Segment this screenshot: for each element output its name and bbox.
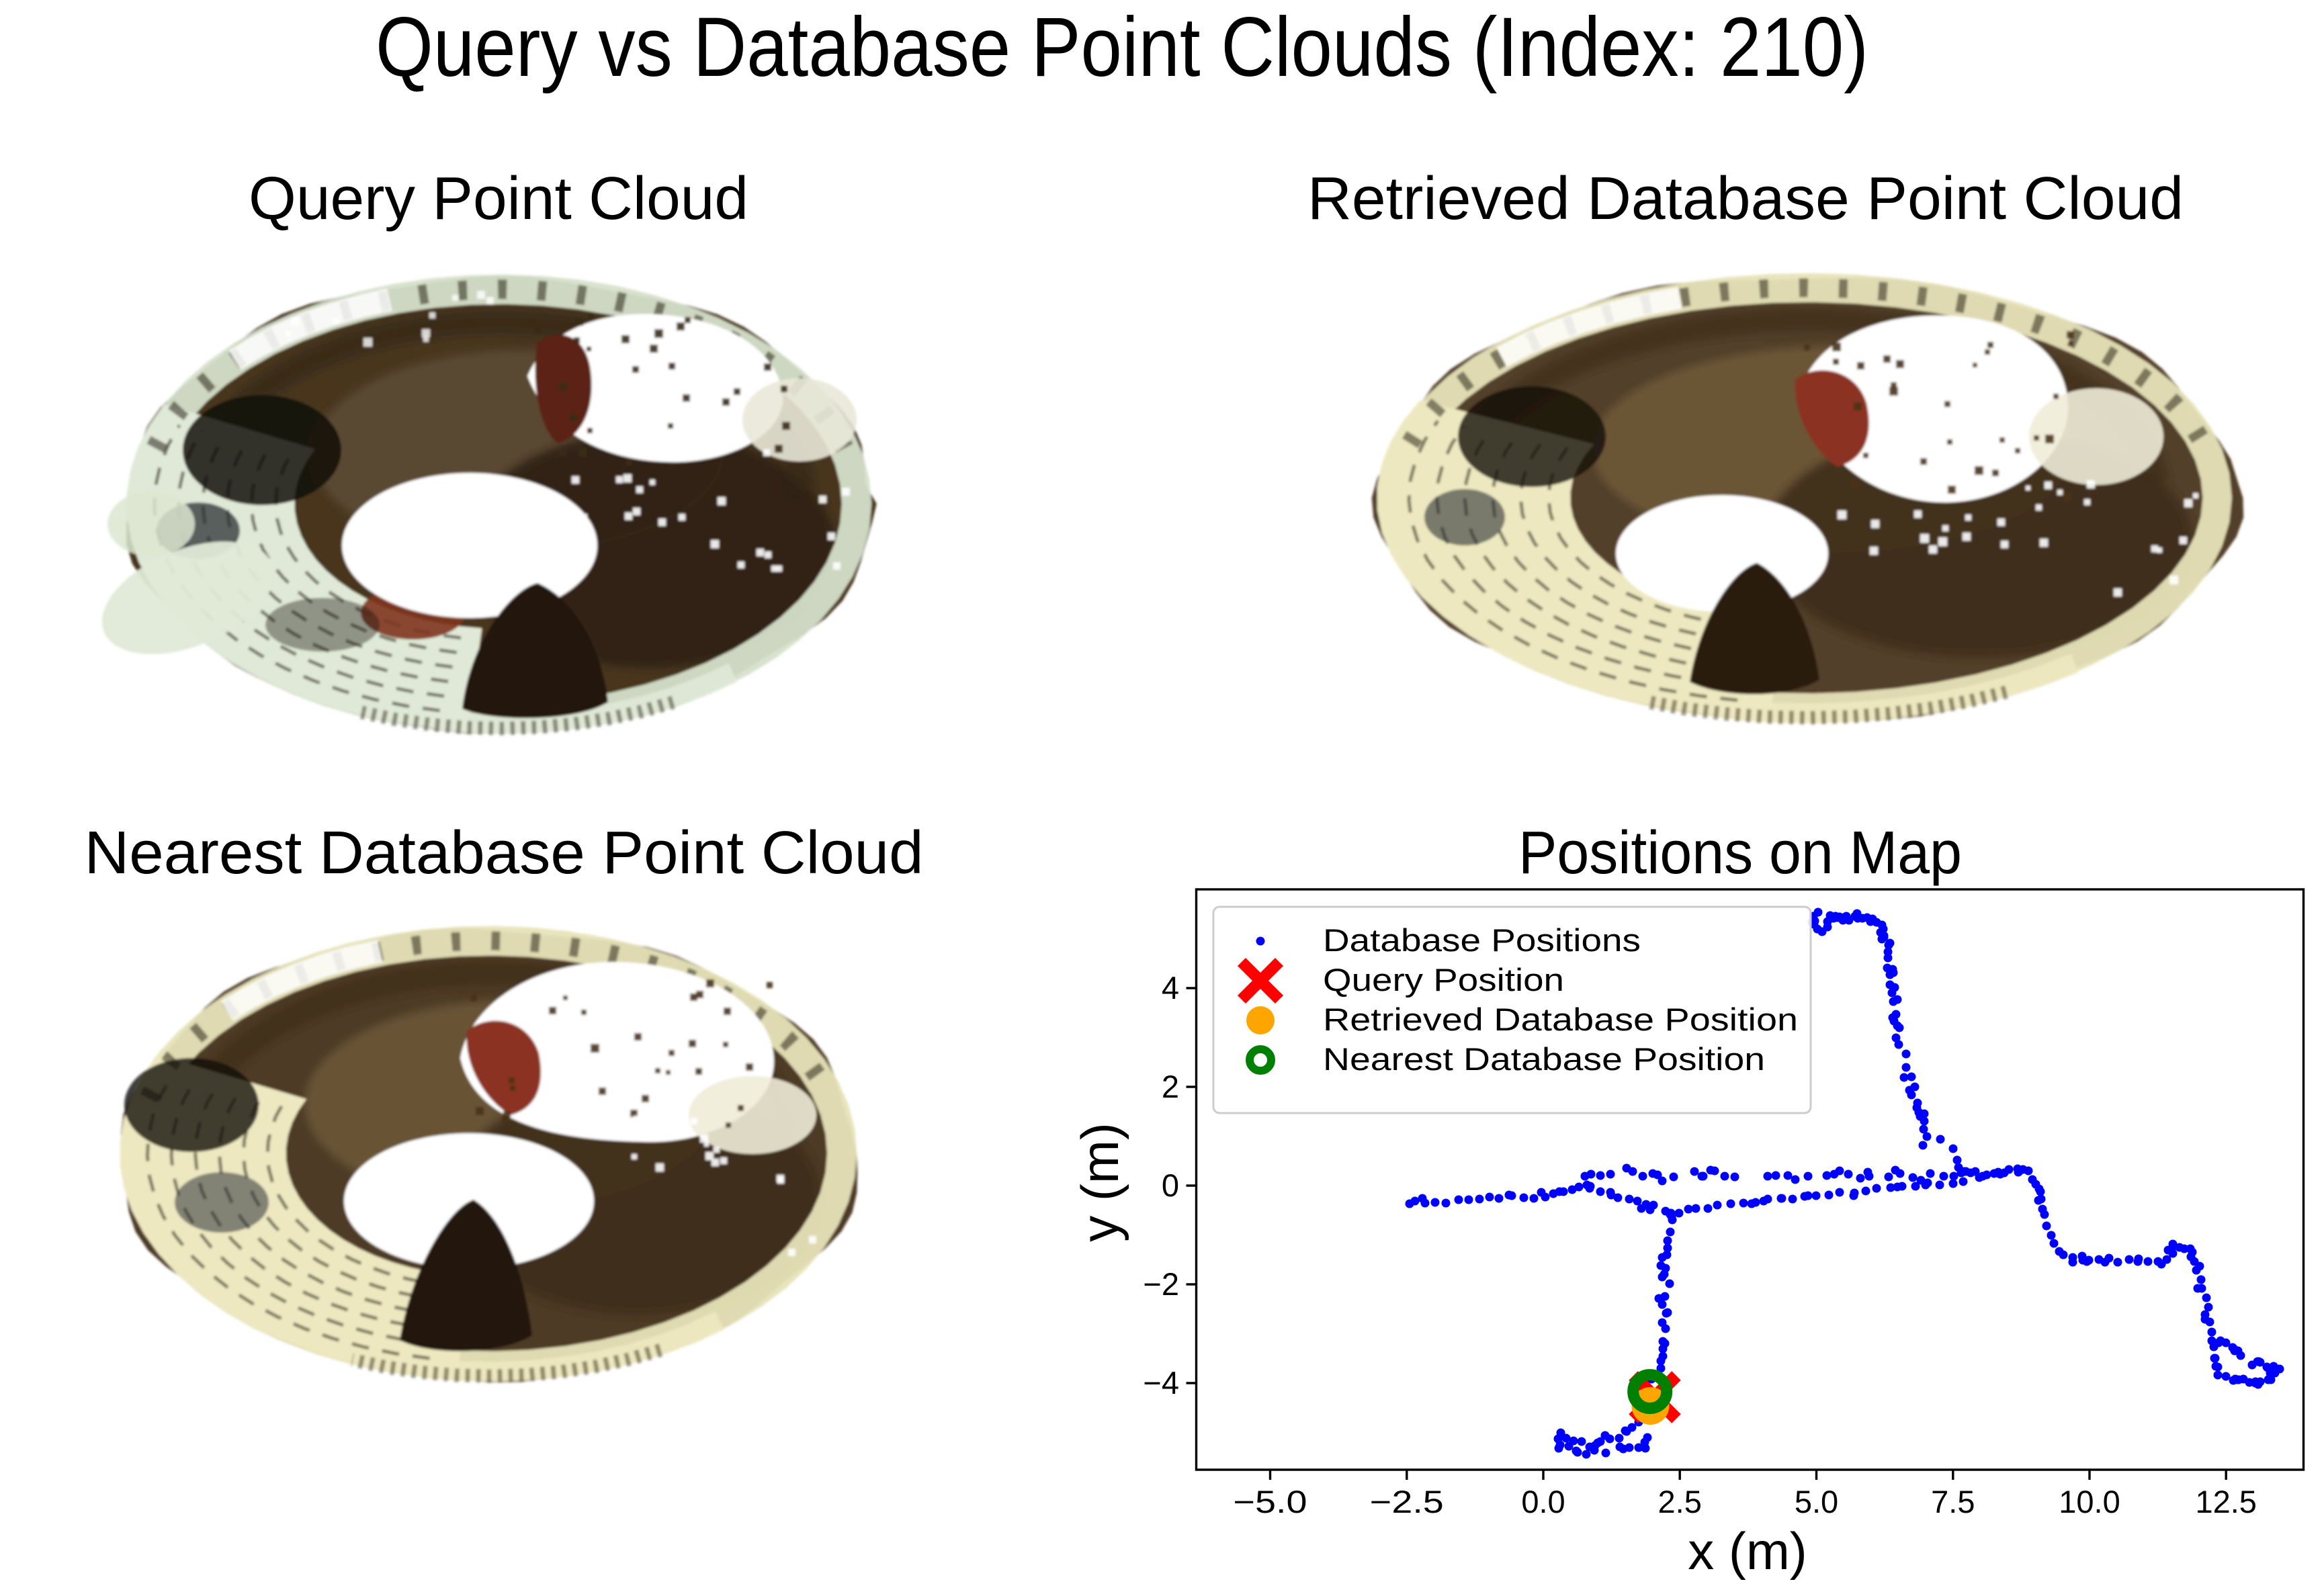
svg-text:Positions on Map: Positions on Map (1518, 820, 1962, 887)
svg-text:y (m): y (m) (1070, 1122, 1129, 1242)
svg-text:Retrieved Database Point Cloud: Retrieved Database Point Cloud (1307, 165, 2184, 232)
svg-text:Query vs Database Point Clouds: Query vs Database Point Clouds (Index: 2… (376, 1, 1868, 94)
svg-text:2.5: 2.5 (1658, 1484, 1702, 1519)
svg-text:12.5: 12.5 (2195, 1484, 2256, 1519)
svg-text:−4: −4 (1143, 1365, 1179, 1401)
svg-text:10.0: 10.0 (2059, 1484, 2120, 1519)
svg-text:x (m): x (m) (1688, 1521, 1807, 1581)
svg-text:Retrieved Database Position: Retrieved Database Position (1323, 1002, 1798, 1037)
svg-text:5.0: 5.0 (1795, 1484, 1838, 1519)
svg-text:Nearest Database Point Cloud: Nearest Database Point Cloud (85, 820, 924, 887)
svg-text:0: 0 (1162, 1167, 1179, 1203)
svg-text:−5.0: −5.0 (1234, 1484, 1307, 1519)
svg-text:7.5: 7.5 (1931, 1484, 1975, 1519)
svg-text:Nearest Database Position: Nearest Database Position (1323, 1041, 1765, 1077)
svg-text:Query Point Cloud: Query Point Cloud (249, 165, 748, 232)
svg-text:−2.5: −2.5 (1370, 1484, 1444, 1519)
svg-text:Query Position: Query Position (1323, 962, 1564, 998)
svg-text:Database Positions: Database Positions (1323, 922, 1641, 958)
svg-text:4: 4 (1162, 970, 1179, 1006)
svg-text:2: 2 (1162, 1069, 1179, 1104)
svg-text:0.0: 0.0 (1521, 1484, 1565, 1519)
svg-text:−2: −2 (1143, 1266, 1179, 1302)
